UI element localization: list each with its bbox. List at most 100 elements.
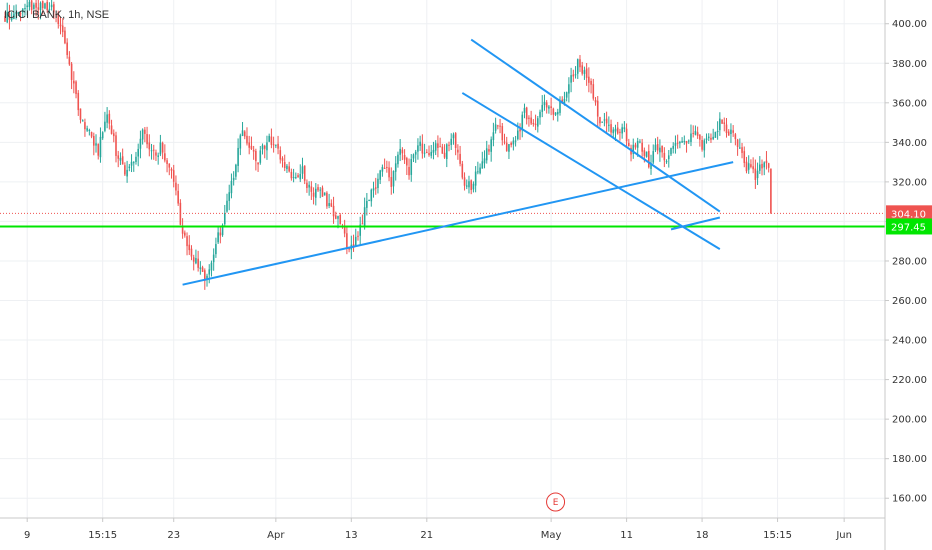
trendline[interactable] [182,161,734,286]
candle-body[interactable] [44,3,46,9]
candle-body[interactable] [315,188,317,198]
candle-body[interactable] [667,155,670,160]
candle-body[interactable] [368,200,370,202]
candle-body[interactable] [148,142,151,150]
candle-body[interactable] [485,148,488,161]
candle-body[interactable] [95,143,97,146]
candle-body[interactable] [326,192,328,207]
candle-body[interactable] [374,187,377,189]
candle-body[interactable] [144,129,146,134]
candle-body[interactable] [741,147,743,153]
candle-body[interactable] [739,147,741,149]
candle-body[interactable] [723,122,726,124]
candle-body[interactable] [417,145,419,152]
x-axis[interactable]: 9 15:15 23 Apr 13 21 May 11 18 15:15 Jun [24,518,852,541]
candle-body[interactable] [301,166,304,174]
candle-body[interactable] [512,140,515,145]
candle-body[interactable] [170,168,173,171]
candle-body[interactable] [212,254,215,263]
candle-body[interactable] [572,74,575,77]
candle-body[interactable] [556,111,559,115]
candle-body[interactable] [448,144,450,146]
candle-body[interactable] [494,124,497,131]
candle-body[interactable] [676,142,679,144]
candlestick-series[interactable] [4,0,772,290]
candle-body[interactable] [410,159,413,175]
candle-body[interactable] [701,139,703,150]
candle-body[interactable] [8,13,11,20]
candle-body[interactable] [514,140,517,142]
candle-body[interactable] [137,148,139,157]
candle-body[interactable] [654,144,657,151]
candle-body[interactable] [286,165,288,170]
candle-body[interactable] [250,145,253,150]
candle-body[interactable] [492,132,495,141]
candle-body[interactable] [712,136,714,140]
candle-body[interactable] [361,223,364,225]
candle-body[interactable] [761,163,763,169]
candle-body[interactable] [639,141,641,143]
candle-body[interactable] [501,126,504,141]
candle-body[interactable] [730,129,732,135]
candle-body[interactable] [563,98,566,104]
candle-body[interactable] [79,108,82,120]
candle-body[interactable] [434,143,437,151]
candle-body[interactable] [377,178,379,188]
candle-body[interactable] [479,167,481,174]
candle-body[interactable] [168,163,171,168]
candle-body[interactable] [181,226,184,234]
candle-body[interactable] [481,161,484,169]
candle-body[interactable] [90,132,93,137]
candle-body[interactable] [310,186,313,192]
candle-body[interactable] [93,136,95,146]
candle-body[interactable] [703,140,706,151]
candle-body[interactable] [408,166,410,176]
candle-body[interactable] [503,141,506,143]
candle-body[interactable] [321,187,324,197]
candle-body[interactable] [419,141,421,146]
candle-body[interactable] [221,225,224,236]
candle-body[interactable] [497,125,499,127]
candle-body[interactable] [157,155,159,157]
candle-body[interactable] [470,180,472,190]
candle-body[interactable] [84,122,86,130]
candle-body[interactable] [41,1,44,9]
candle-body[interactable] [252,149,255,152]
candle-body[interactable] [268,135,270,142]
candle-body[interactable] [643,150,646,156]
candle-body[interactable] [59,24,62,27]
candle-body[interactable] [230,180,233,194]
candle-body[interactable] [641,142,643,152]
candle-body[interactable] [297,175,299,178]
candle-body[interactable] [465,185,468,187]
candle-body[interactable] [53,4,55,13]
candle-body[interactable] [490,139,492,152]
candle-body[interactable] [545,102,548,108]
candle-body[interactable] [283,162,286,168]
candle-body[interactable] [621,127,623,134]
candle-body[interactable] [459,153,461,164]
candle-body[interactable] [270,136,273,145]
candle-body[interactable] [346,233,348,248]
candle-body[interactable] [583,70,586,74]
candle-body[interactable] [592,84,595,99]
candle-body[interactable] [472,183,475,190]
candle-body[interactable] [454,133,457,149]
candle-body[interactable] [312,192,315,197]
candle-body[interactable] [70,63,73,80]
candle-body[interactable] [565,92,568,98]
candle-body[interactable] [177,190,179,204]
candle-body[interactable] [128,166,131,169]
candle-body[interactable] [204,270,206,281]
candle-body[interactable] [568,84,570,94]
candle-body[interactable] [246,135,248,144]
candle-body[interactable] [648,150,650,168]
candle-body[interactable] [443,152,446,158]
candle-body[interactable] [672,146,675,149]
candle-body[interactable] [696,132,699,136]
candle-body[interactable] [339,214,342,225]
candle-body[interactable] [175,182,177,191]
candle-body[interactable] [401,149,404,154]
candle-body[interactable] [543,101,546,106]
candle-body[interactable] [259,150,262,163]
